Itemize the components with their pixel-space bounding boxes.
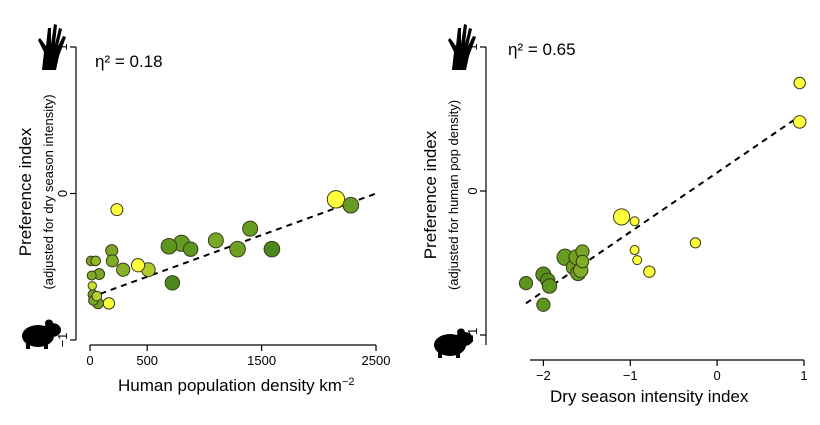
data-point xyxy=(86,270,97,281)
data-point xyxy=(326,190,346,209)
data-point xyxy=(130,258,146,273)
data-point xyxy=(110,203,124,217)
data-point xyxy=(102,297,116,310)
x-tick-label: 1500 xyxy=(247,353,276,368)
x-tick-label: 500 xyxy=(136,353,158,368)
data-point xyxy=(164,275,181,291)
data-point xyxy=(116,262,131,277)
eta-squared-annotation: η² = 0.18 xyxy=(95,52,163,71)
data-point xyxy=(90,255,102,267)
data-point xyxy=(207,232,224,249)
hand-icon xyxy=(38,24,66,70)
y-tick-label: 0 xyxy=(55,190,70,197)
data-point xyxy=(612,208,631,226)
left-chart-panel: 0 500 1500 2500 −1 0 1 η² = 0.18 Human populat… xyxy=(16,24,390,395)
data-point xyxy=(541,278,558,294)
x-tick-label: 0 xyxy=(714,368,721,383)
data-point xyxy=(793,76,806,90)
data-point xyxy=(518,276,534,291)
y-axis-subtitle: (adjusted for dry season intensity) xyxy=(41,94,56,289)
data-point xyxy=(91,290,103,302)
y-tick-label: 0 xyxy=(465,187,480,194)
data-point xyxy=(536,297,551,312)
x-tick-label: 2500 xyxy=(362,353,391,368)
y-axis-title: Preference index xyxy=(421,130,440,259)
data-point xyxy=(575,254,590,269)
right-chart-panel: −2 −1 0 1 −1 0 1 η² = 0.65 Dry season intensit… xyxy=(421,24,808,406)
data-point xyxy=(160,237,178,255)
data-point xyxy=(263,240,281,258)
guinea-pig-icon xyxy=(22,319,61,349)
data-point xyxy=(242,220,259,237)
y-tick-label: 1 xyxy=(465,43,480,50)
x-tick-label: −2 xyxy=(536,368,551,383)
eta-squared-annotation: η² = 0.65 xyxy=(508,40,576,59)
x-tick-label: 0 xyxy=(86,353,93,368)
data-point xyxy=(689,237,702,249)
y-tick-label: −1 xyxy=(465,328,480,343)
trend-line xyxy=(89,192,377,299)
data-point xyxy=(632,255,643,266)
x-tick-label: −1 xyxy=(623,368,638,383)
trend-line xyxy=(525,115,801,305)
data-point xyxy=(229,240,246,258)
data-point xyxy=(629,245,640,256)
x-axis-title: Human population density km−2 xyxy=(118,376,355,395)
y-axis-title: Preference index xyxy=(16,127,35,256)
guinea-pig-icon xyxy=(434,328,473,358)
y-axis-subtitle: (adjusted for human pop density) xyxy=(446,100,461,290)
data-point xyxy=(87,281,97,291)
data-point xyxy=(643,265,656,278)
y-tick-label: 1 xyxy=(55,43,70,50)
data-point xyxy=(629,216,640,227)
y-tick-label: −1 xyxy=(55,333,70,348)
hand-icon xyxy=(448,24,476,70)
data-point xyxy=(792,115,807,129)
data-point xyxy=(182,241,199,257)
data-point xyxy=(342,196,360,214)
data-point xyxy=(105,254,119,268)
x-axis-title: Dry season intensity index xyxy=(550,387,749,406)
x-tick-label: 1 xyxy=(800,368,807,383)
